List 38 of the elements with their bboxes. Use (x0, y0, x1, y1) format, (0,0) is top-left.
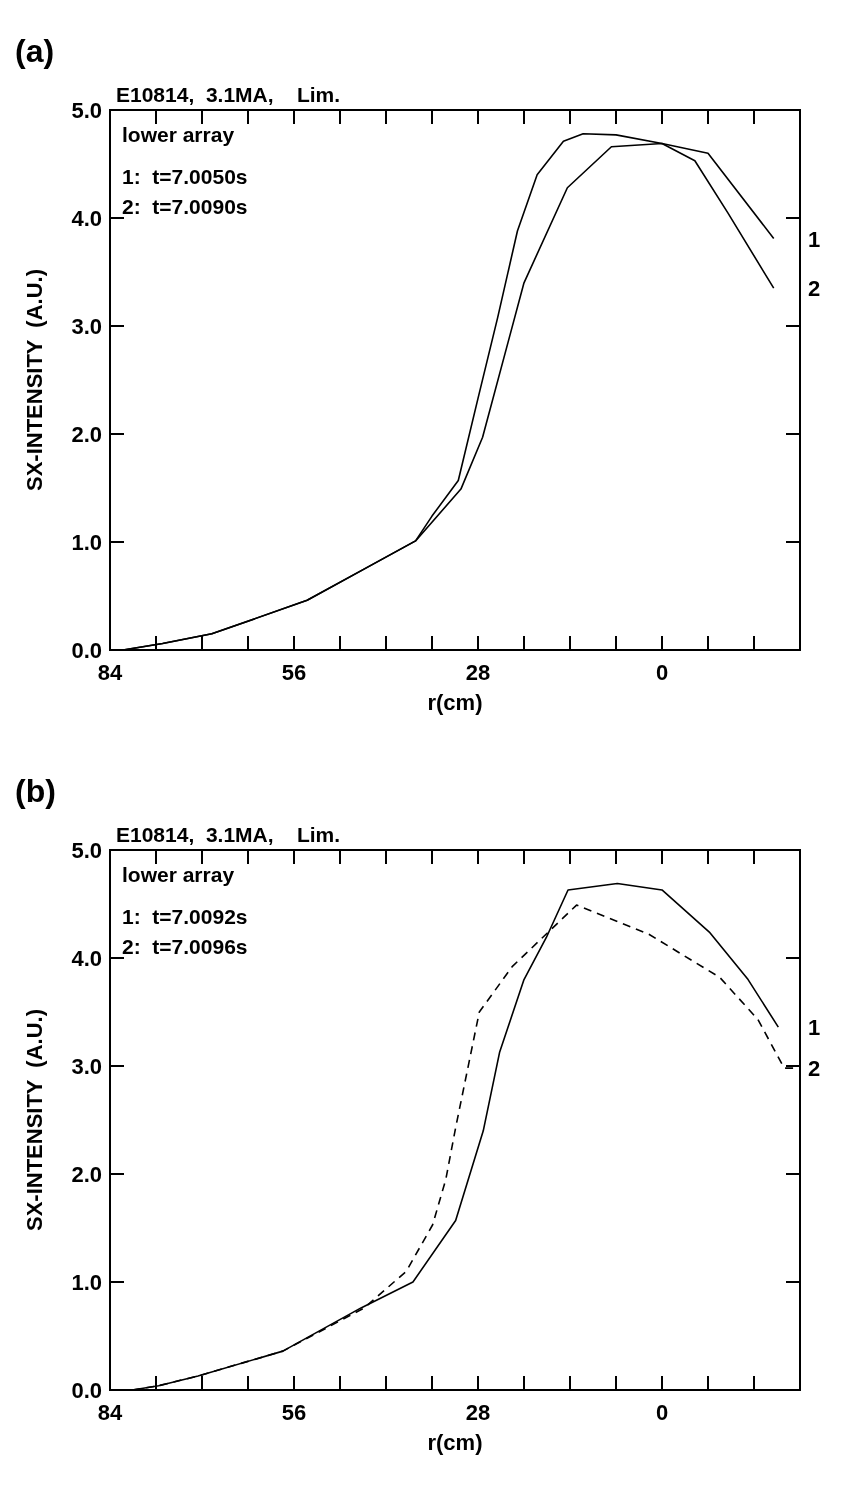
y-axis-title: SX-INTENSITY (A.U.) (22, 1008, 47, 1232)
x-axis-title: r(cm) (427, 1430, 483, 1455)
annotation: 2: t=7.0096s (122, 935, 248, 958)
y-tick-label: 3.0 (71, 1054, 102, 1079)
x-tick-label: 28 (465, 1400, 491, 1425)
annotation: 1: t=7.0092s (122, 905, 248, 928)
x-tick-label: 84 (97, 660, 123, 685)
chart-subtitle: E10814, 3.1MA, Lim. (116, 83, 341, 106)
annotation: 1: t=7.0050s (122, 165, 248, 188)
y-tick-label: 5.0 (71, 838, 102, 863)
y-tick-label: 2.0 (71, 1162, 102, 1187)
x-tick-label: 84 (97, 1400, 123, 1425)
x-tick-label: 28 (465, 660, 491, 685)
series-label: 1 (808, 1015, 821, 1041)
annotation: lower array (122, 123, 235, 146)
y-tick-label: 4.0 (71, 206, 102, 231)
y-axis-title: SX-INTENSITY (A.U.) (22, 268, 47, 492)
x-axis-title: r(cm) (427, 690, 483, 715)
series-label: 2 (808, 276, 821, 302)
x-tick-label: 0 (655, 660, 669, 685)
y-tick-label: 5.0 (71, 98, 102, 123)
chart-title: (a) (15, 33, 55, 69)
annotation: lower array (122, 863, 235, 886)
chart-title: (b) (15, 773, 56, 809)
x-tick-label: 56 (281, 1400, 307, 1425)
y-tick-label: 1.0 (71, 530, 102, 555)
series-label: 2 (808, 1056, 821, 1082)
y-tick-label: 4.0 (71, 946, 102, 971)
y-tick-label: 1.0 (71, 1270, 102, 1295)
y-tick-label: 0.0 (71, 638, 102, 663)
x-tick-label: 56 (281, 660, 307, 685)
annotation: 2: t=7.0090s (122, 195, 248, 218)
x-tick-label: 0 (655, 1400, 669, 1425)
y-tick-label: 0.0 (71, 1378, 102, 1403)
y-tick-label: 3.0 (71, 314, 102, 339)
y-tick-label: 2.0 (71, 422, 102, 447)
legend-label: 1 (808, 226, 821, 252)
chart-subtitle: E10814, 3.1MA, Lim. (116, 823, 341, 846)
